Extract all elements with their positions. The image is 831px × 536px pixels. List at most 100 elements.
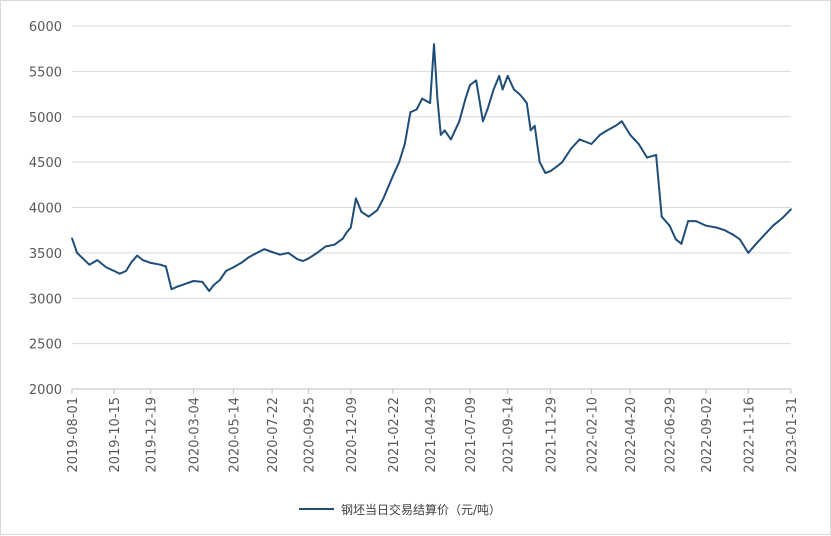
data-point bbox=[345, 232, 348, 234]
data-point bbox=[71, 237, 73, 240]
data-point bbox=[614, 124, 617, 127]
data-point bbox=[324, 245, 327, 248]
data-point bbox=[240, 262, 243, 264]
data-point bbox=[149, 262, 152, 264]
data-point bbox=[316, 252, 318, 254]
data-point bbox=[118, 272, 121, 275]
data-point bbox=[342, 237, 344, 240]
y-tick-label-6000: 6000 bbox=[29, 20, 62, 35]
data-point bbox=[469, 84, 471, 86]
data-point bbox=[705, 224, 707, 227]
data-point bbox=[544, 172, 547, 174]
data-point bbox=[367, 215, 370, 218]
data-point bbox=[213, 283, 216, 286]
data-point bbox=[443, 129, 446, 132]
data-point bbox=[439, 134, 442, 136]
data-point bbox=[513, 88, 515, 91]
data-point bbox=[409, 111, 412, 114]
data-point bbox=[538, 161, 541, 164]
data-point bbox=[271, 251, 273, 253]
y-tick-label-4500: 4500 bbox=[29, 156, 62, 171]
data-point bbox=[498, 75, 501, 77]
data-point bbox=[570, 147, 573, 150]
data-point bbox=[398, 161, 401, 164]
data-point bbox=[549, 170, 552, 173]
data-point bbox=[360, 211, 363, 213]
legend-label: 钢坯当日交易结算价（元/吨） bbox=[341, 502, 501, 517]
data-point bbox=[256, 252, 258, 254]
x-tick-label-6: 2020-09-25 bbox=[303, 397, 318, 473]
data-point bbox=[141, 259, 144, 261]
data-point bbox=[279, 253, 281, 256]
y-axis-tick-labels: 2000 2500 3000 3500 4000 4500 5000 5500 6000 bbox=[29, 20, 62, 398]
data-point bbox=[482, 120, 484, 123]
x-axis-tick-labels: 2019-08-01 2019-10-15 2019-12-19 2020-03-04… bbox=[66, 389, 800, 473]
data-point bbox=[525, 102, 528, 104]
data-point bbox=[96, 259, 99, 261]
data-point bbox=[232, 266, 235, 269]
data-point bbox=[421, 97, 424, 100]
data-point bbox=[76, 252, 78, 254]
data-point bbox=[296, 258, 299, 261]
data-point bbox=[170, 288, 173, 291]
data-point bbox=[392, 174, 394, 177]
data-point bbox=[637, 143, 640, 145]
data-point bbox=[738, 238, 741, 241]
data-point bbox=[247, 256, 250, 259]
data-point bbox=[487, 106, 489, 109]
x-tick-label-1: 2019-10-15 bbox=[108, 397, 123, 473]
data-point bbox=[522, 97, 525, 100]
data-point bbox=[403, 143, 406, 145]
data-point bbox=[81, 257, 84, 260]
data-point bbox=[192, 280, 195, 282]
x-tick-label-16: 2022-09-02 bbox=[700, 397, 715, 473]
x-tick-label-3: 2020-03-04 bbox=[187, 397, 202, 473]
data-point bbox=[349, 226, 352, 229]
data-point bbox=[105, 266, 108, 269]
y-tick-label-5000: 5000 bbox=[29, 111, 62, 126]
data-point bbox=[501, 88, 504, 91]
data-point bbox=[307, 257, 310, 260]
x-tick-label-17: 2022-11-16 bbox=[742, 397, 757, 473]
data-point bbox=[355, 197, 357, 200]
data-point bbox=[415, 108, 418, 111]
data-point bbox=[492, 88, 495, 91]
data-point bbox=[88, 263, 91, 266]
data-point bbox=[755, 242, 757, 245]
x-tick-label-10: 2021-07-09 bbox=[464, 397, 479, 473]
data-point bbox=[674, 238, 677, 241]
x-tick-label-15: 2022-06-29 bbox=[664, 397, 679, 473]
data-point bbox=[165, 265, 167, 268]
x-tick-label-9: 2021-04-29 bbox=[424, 397, 439, 473]
series-line-0 bbox=[71, 43, 792, 292]
data-point bbox=[433, 43, 435, 46]
gridlines bbox=[72, 25, 791, 345]
data-point bbox=[723, 229, 726, 232]
y-tick-label-2500: 2500 bbox=[29, 338, 62, 353]
data-point bbox=[458, 120, 461, 123]
y-tick-label-4000: 4000 bbox=[29, 202, 62, 217]
x-tick-label-13: 2022-02-10 bbox=[585, 397, 600, 473]
data-point bbox=[660, 215, 663, 218]
data-point bbox=[382, 197, 385, 200]
data-point bbox=[376, 209, 379, 212]
y-tick-label-5500: 5500 bbox=[29, 65, 62, 80]
data-point bbox=[201, 281, 204, 283]
data-point bbox=[125, 270, 127, 272]
data-point bbox=[475, 79, 478, 82]
x-tick-label-0: 2019-08-01 bbox=[66, 397, 81, 473]
data-point bbox=[715, 226, 718, 229]
data-point bbox=[772, 224, 774, 227]
data-point bbox=[176, 285, 179, 288]
x-tick-label-18: 2023-01-31 bbox=[785, 397, 800, 473]
x-tick-label-5: 2020-07-22 bbox=[266, 397, 281, 473]
data-point bbox=[680, 242, 683, 245]
data-point bbox=[763, 233, 766, 236]
data-point bbox=[655, 154, 657, 156]
data-point bbox=[506, 75, 509, 77]
x-tick-label-7: 2020-12-09 bbox=[345, 397, 360, 473]
data-point bbox=[629, 134, 632, 136]
data-point bbox=[646, 156, 648, 159]
data-point bbox=[561, 161, 564, 164]
